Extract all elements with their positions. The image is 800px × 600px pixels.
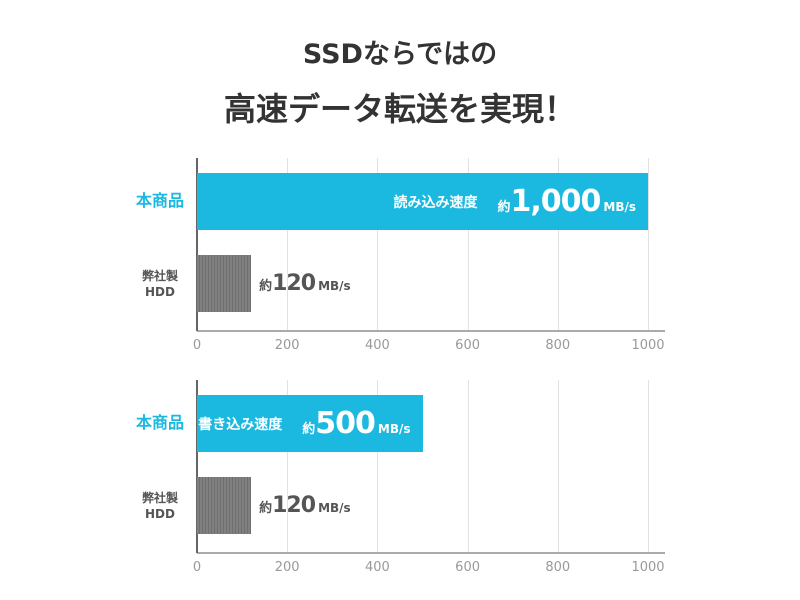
value-prefix: 約 [302,422,316,437]
category-label: 本商品 [135,412,184,432]
grid-line [557,380,559,552]
grid-line [377,158,379,330]
x-axis [197,552,665,554]
value-label: 約 1,000 MB/s [497,184,636,219]
value-label: 約 500 MB/s [302,406,410,441]
y-axis [196,380,198,553]
bar [197,395,423,452]
x-axis [197,330,665,332]
grid-line [287,158,289,330]
value-label-group: 読み込み速度 約 1,000 MB/s [197,173,636,230]
x-tick-label: 200 [274,338,300,353]
value-prefix: 約 [259,501,273,516]
x-tick-label: 600 [455,560,480,575]
value-number: 120 [272,271,316,296]
value-label: 約 120 MB/s [259,271,351,296]
value-label-group: 約 120 MB/s [259,255,351,312]
grid-line [467,158,469,330]
x-tick-label: 1000 [631,338,665,353]
bar [197,173,648,230]
value-unit: MB/s [603,200,636,214]
title-line: 高速データ転送を実現！ [223,90,576,128]
category-label: 本商品 [135,190,184,210]
x-tick-label: 800 [545,560,571,575]
bar [197,477,252,534]
x-tick-label: 0 [192,338,202,353]
metric-label: 書き込み速度 [198,416,283,433]
value-label-group: 約 120 MB/s [259,477,351,534]
category-label: 弊社製 HDD [141,268,178,299]
category-label: 弊社製 HDD [141,490,178,521]
grid-line [377,380,379,552]
x-tick-label: 800 [545,338,571,353]
grid-line [557,158,559,330]
y-axis [196,158,198,331]
grid-line [648,158,649,330]
value-unit: MB/s [318,501,351,515]
value-number: 1,000 [510,184,601,219]
x-tick-label: 0 [192,560,202,575]
x-tick-label: 200 [274,560,300,575]
value-prefix: 約 [259,279,273,294]
grid-line [648,380,649,552]
x-tick-label: 600 [455,338,480,353]
value-number: 120 [272,493,316,518]
value-unit: MB/s [377,422,411,436]
bar [197,255,252,312]
x-tick-label: 1000 [631,560,665,575]
value-prefix: 約 [497,200,511,215]
grid-line [287,380,289,552]
value-label: 約 120 MB/s [259,493,351,518]
title-line: SSDならではの [302,39,498,70]
value-unit: MB/s [318,279,351,293]
grid-line [467,380,469,552]
value-number: 500 [315,406,376,441]
x-tick-label: 400 [364,560,390,575]
metric-label: 読み込み速度 [393,194,478,211]
value-label-group: 書き込み速度 約 500 MB/s [197,395,410,452]
x-tick-label: 400 [364,338,390,353]
